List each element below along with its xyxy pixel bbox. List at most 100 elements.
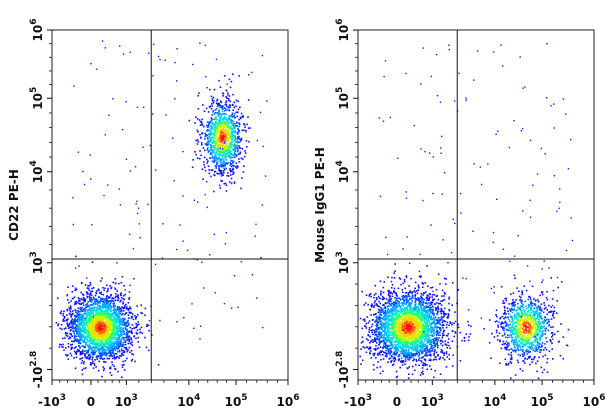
event-dot bbox=[159, 319, 161, 322]
event-dot bbox=[430, 346, 432, 349]
event-dot bbox=[70, 326, 73, 328]
event-dot bbox=[216, 162, 218, 164]
event-dot bbox=[217, 104, 220, 106]
event-dot bbox=[141, 332, 144, 335]
event-dot bbox=[412, 355, 414, 358]
event-dot bbox=[109, 313, 112, 315]
event-dot bbox=[244, 152, 247, 154]
event-dot bbox=[390, 304, 392, 307]
event-dot bbox=[172, 137, 174, 139]
event-dot bbox=[216, 98, 219, 101]
event-dot bbox=[206, 134, 209, 137]
event-dot bbox=[234, 129, 236, 132]
event-dot bbox=[83, 367, 85, 370]
event-dot bbox=[96, 331, 98, 334]
event-dot bbox=[91, 224, 93, 226]
event-dot bbox=[96, 340, 99, 342]
event-dot bbox=[214, 292, 216, 294]
event-dot bbox=[448, 324, 450, 327]
event-dot bbox=[235, 155, 238, 157]
event-dot bbox=[79, 342, 82, 345]
event-dot bbox=[407, 292, 410, 295]
event-dot bbox=[368, 320, 371, 322]
event-dot bbox=[100, 291, 102, 293]
event-dot bbox=[422, 292, 425, 294]
event-dot bbox=[231, 114, 233, 116]
event-dot bbox=[245, 140, 248, 142]
event-dot bbox=[418, 298, 420, 301]
event-dot bbox=[412, 365, 414, 368]
event-dot bbox=[371, 304, 374, 307]
event-dot bbox=[81, 349, 84, 351]
event-dot bbox=[110, 352, 112, 355]
event-dot bbox=[100, 307, 103, 309]
event-dot bbox=[222, 152, 225, 154]
event-dot bbox=[369, 342, 371, 344]
event-dot bbox=[372, 319, 374, 321]
event-dot bbox=[377, 333, 380, 335]
event-dot bbox=[90, 337, 92, 339]
event-dot bbox=[381, 353, 384, 356]
event-dot bbox=[222, 152, 224, 154]
event-dot bbox=[62, 343, 64, 346]
event-dot bbox=[89, 326, 92, 328]
event-dot bbox=[385, 344, 388, 347]
event-dot bbox=[108, 323, 111, 326]
event-dot bbox=[201, 124, 204, 126]
event-dot bbox=[118, 313, 120, 315]
event-dot bbox=[401, 360, 403, 362]
event-dot bbox=[88, 326, 91, 328]
event-dot bbox=[383, 344, 385, 347]
event-dot bbox=[434, 325, 436, 327]
event-dot bbox=[213, 190, 215, 193]
event-dot bbox=[453, 335, 455, 338]
event-dot bbox=[229, 127, 231, 130]
event-dot bbox=[69, 309, 71, 311]
event-dot bbox=[215, 167, 217, 169]
event-dot bbox=[162, 223, 164, 225]
event-dot bbox=[115, 293, 117, 295]
event-dot bbox=[373, 354, 375, 357]
event-dot bbox=[114, 299, 117, 302]
event-dot bbox=[121, 275, 124, 278]
event-dot bbox=[103, 194, 105, 197]
event-dot bbox=[230, 177, 233, 180]
event-dot bbox=[376, 328, 378, 330]
event-dot bbox=[447, 332, 450, 335]
event-dot bbox=[113, 300, 115, 302]
event-dot bbox=[223, 167, 225, 170]
event-dot bbox=[390, 360, 392, 363]
event-dot bbox=[96, 342, 98, 344]
event-dot bbox=[231, 141, 233, 143]
event-dot bbox=[120, 320, 122, 322]
event-dot bbox=[436, 313, 438, 316]
event-dot bbox=[127, 302, 130, 304]
event-dot bbox=[68, 307, 70, 309]
event-dot bbox=[131, 358, 134, 361]
event-dot bbox=[238, 118, 240, 121]
event-dot bbox=[438, 326, 440, 329]
event-dot bbox=[428, 307, 431, 309]
event-dot bbox=[442, 331, 445, 333]
event-dot bbox=[364, 320, 366, 322]
event-dot bbox=[71, 343, 74, 346]
event-dot bbox=[360, 348, 362, 350]
event-dot bbox=[72, 310, 74, 312]
event-dot bbox=[242, 116, 244, 118]
event-dot bbox=[83, 328, 85, 331]
event-dot bbox=[216, 102, 219, 105]
event-dot bbox=[198, 92, 200, 94]
event-dot bbox=[67, 325, 69, 327]
event-dot bbox=[103, 327, 105, 330]
event-dot bbox=[105, 299, 107, 302]
event-dot bbox=[128, 340, 130, 342]
event-dot bbox=[396, 375, 399, 378]
event-dot bbox=[407, 377, 410, 379]
event-dot bbox=[220, 125, 222, 127]
event-dot bbox=[230, 165, 233, 168]
event-dot bbox=[129, 284, 131, 286]
event-dot bbox=[74, 326, 76, 329]
event-dot bbox=[123, 307, 126, 309]
event-dot bbox=[442, 316, 444, 318]
event-dot bbox=[445, 352, 448, 355]
